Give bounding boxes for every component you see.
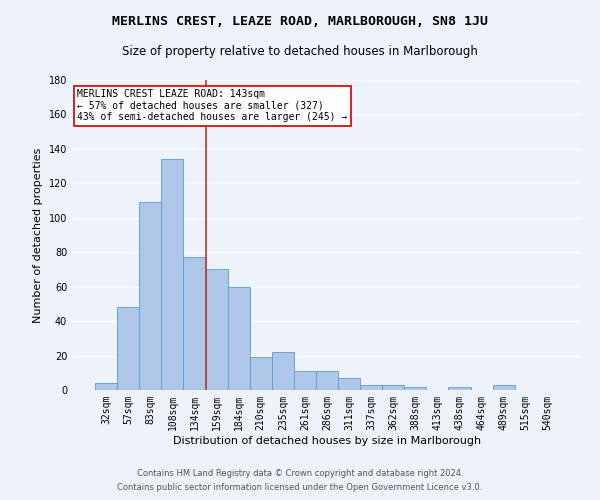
Bar xyxy=(206,270,227,390)
Bar xyxy=(316,371,338,390)
Bar xyxy=(117,308,139,390)
Bar xyxy=(227,286,250,390)
Bar xyxy=(493,385,515,390)
Bar xyxy=(139,202,161,390)
Text: Size of property relative to detached houses in Marlborough: Size of property relative to detached ho… xyxy=(122,45,478,58)
Bar xyxy=(95,383,117,390)
Text: MERLINS CREST, LEAZE ROAD, MARLBOROUGH, SN8 1JU: MERLINS CREST, LEAZE ROAD, MARLBOROUGH, … xyxy=(112,15,488,28)
Bar xyxy=(360,385,382,390)
Bar xyxy=(294,371,316,390)
Bar xyxy=(184,258,206,390)
Text: Contains public sector information licensed under the Open Government Licence v3: Contains public sector information licen… xyxy=(118,484,482,492)
Y-axis label: Number of detached properties: Number of detached properties xyxy=(33,148,43,322)
Text: Contains HM Land Registry data © Crown copyright and database right 2024.: Contains HM Land Registry data © Crown c… xyxy=(137,468,463,477)
Bar xyxy=(161,159,184,390)
Text: MERLINS CREST LEAZE ROAD: 143sqm
← 57% of detached houses are smaller (327)
43% : MERLINS CREST LEAZE ROAD: 143sqm ← 57% o… xyxy=(77,90,347,122)
Bar xyxy=(250,358,272,390)
X-axis label: Distribution of detached houses by size in Marlborough: Distribution of detached houses by size … xyxy=(173,436,481,446)
Bar xyxy=(272,352,294,390)
Bar xyxy=(448,386,470,390)
Bar xyxy=(404,386,427,390)
Bar xyxy=(338,378,360,390)
Bar xyxy=(382,385,404,390)
